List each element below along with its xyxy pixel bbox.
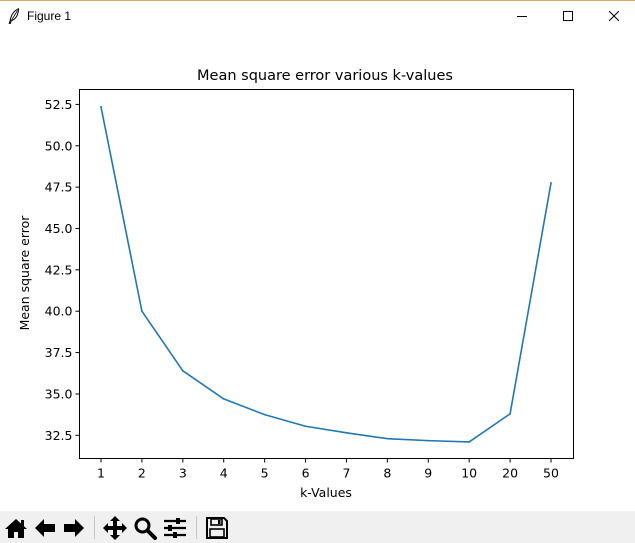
maximize-icon xyxy=(563,11,573,21)
series-line xyxy=(100,105,552,443)
data-point xyxy=(304,425,307,428)
forward-arrow-icon xyxy=(64,518,84,537)
navigation-toolbar xyxy=(0,511,635,543)
data-point xyxy=(427,439,430,442)
title-bar: Figure 1 xyxy=(0,0,635,31)
data-point xyxy=(550,182,552,184)
toolbar-separator xyxy=(94,516,95,539)
y-tick-label: 40.0 xyxy=(45,304,73,319)
close-button[interactable] xyxy=(591,1,635,31)
y-tick-label: 37.5 xyxy=(45,345,73,360)
maximize-button[interactable] xyxy=(545,1,591,31)
line-chart: Mean square error various k-values 32.5 3… xyxy=(17,68,574,500)
x-tick-label: 6 xyxy=(302,466,310,481)
back-button[interactable] xyxy=(31,514,59,541)
x-axis-label: k-Values xyxy=(300,485,352,500)
close-icon xyxy=(609,11,619,21)
zoom-button[interactable] xyxy=(131,514,159,541)
x-tick-label: 10 xyxy=(461,466,477,481)
y-tick-label: 42.5 xyxy=(45,262,73,277)
x-tick-label: 4 xyxy=(220,466,228,481)
data-point xyxy=(345,432,348,434)
x-tick-label: 9 xyxy=(424,466,432,481)
y-tick-label: 35.0 xyxy=(45,386,73,401)
save-floppy-icon xyxy=(206,516,228,539)
x-tick-label: 20 xyxy=(502,466,518,481)
forward-button[interactable] xyxy=(60,514,88,541)
data-point xyxy=(141,310,143,313)
save-button[interactable] xyxy=(203,514,231,541)
toolbar-separator xyxy=(196,516,197,539)
x-tick-label: 2 xyxy=(138,466,146,481)
y-tick-label: 52.5 xyxy=(45,97,73,112)
x-tick-label: 5 xyxy=(261,466,269,481)
y-tick-label: 32.5 xyxy=(45,428,73,443)
pan-move-icon xyxy=(103,515,127,540)
feather-icon xyxy=(8,8,20,24)
home-button[interactable] xyxy=(2,514,30,541)
minimize-button[interactable] xyxy=(499,1,545,31)
data-point xyxy=(182,370,184,372)
x-tick-label: 50 xyxy=(543,466,559,481)
y-tick-label: 47.5 xyxy=(45,180,73,195)
data-point xyxy=(222,398,225,400)
data-point xyxy=(468,441,470,443)
x-tick-label: 8 xyxy=(383,466,391,481)
data-point xyxy=(100,106,102,108)
plot-area xyxy=(79,89,574,459)
data-point xyxy=(509,413,511,415)
pan-button[interactable] xyxy=(101,514,129,541)
y-tick-label: 50.0 xyxy=(45,138,73,153)
data-point xyxy=(386,437,389,440)
configure-subplots-button[interactable] xyxy=(161,514,189,541)
y-tick-label: 45.0 xyxy=(45,221,73,236)
y-axis-label: Mean square error xyxy=(17,215,32,331)
home-icon xyxy=(5,518,27,538)
configure-subplots-icon xyxy=(164,517,186,538)
x-tick-label: 1 xyxy=(97,466,105,481)
back-arrow-icon xyxy=(35,518,55,537)
data-point xyxy=(263,413,266,416)
figure-canvas[interactable]: Mean square error various k-values 32.5 3… xyxy=(0,31,635,511)
chart-title: Mean square error various k-values xyxy=(197,68,453,84)
x-tick-label: 7 xyxy=(342,466,350,481)
x-tick-label: 3 xyxy=(179,466,187,481)
window-title: Figure 1 xyxy=(27,9,72,23)
zoom-magnifier-icon xyxy=(134,517,157,540)
minimize-icon xyxy=(517,16,527,17)
